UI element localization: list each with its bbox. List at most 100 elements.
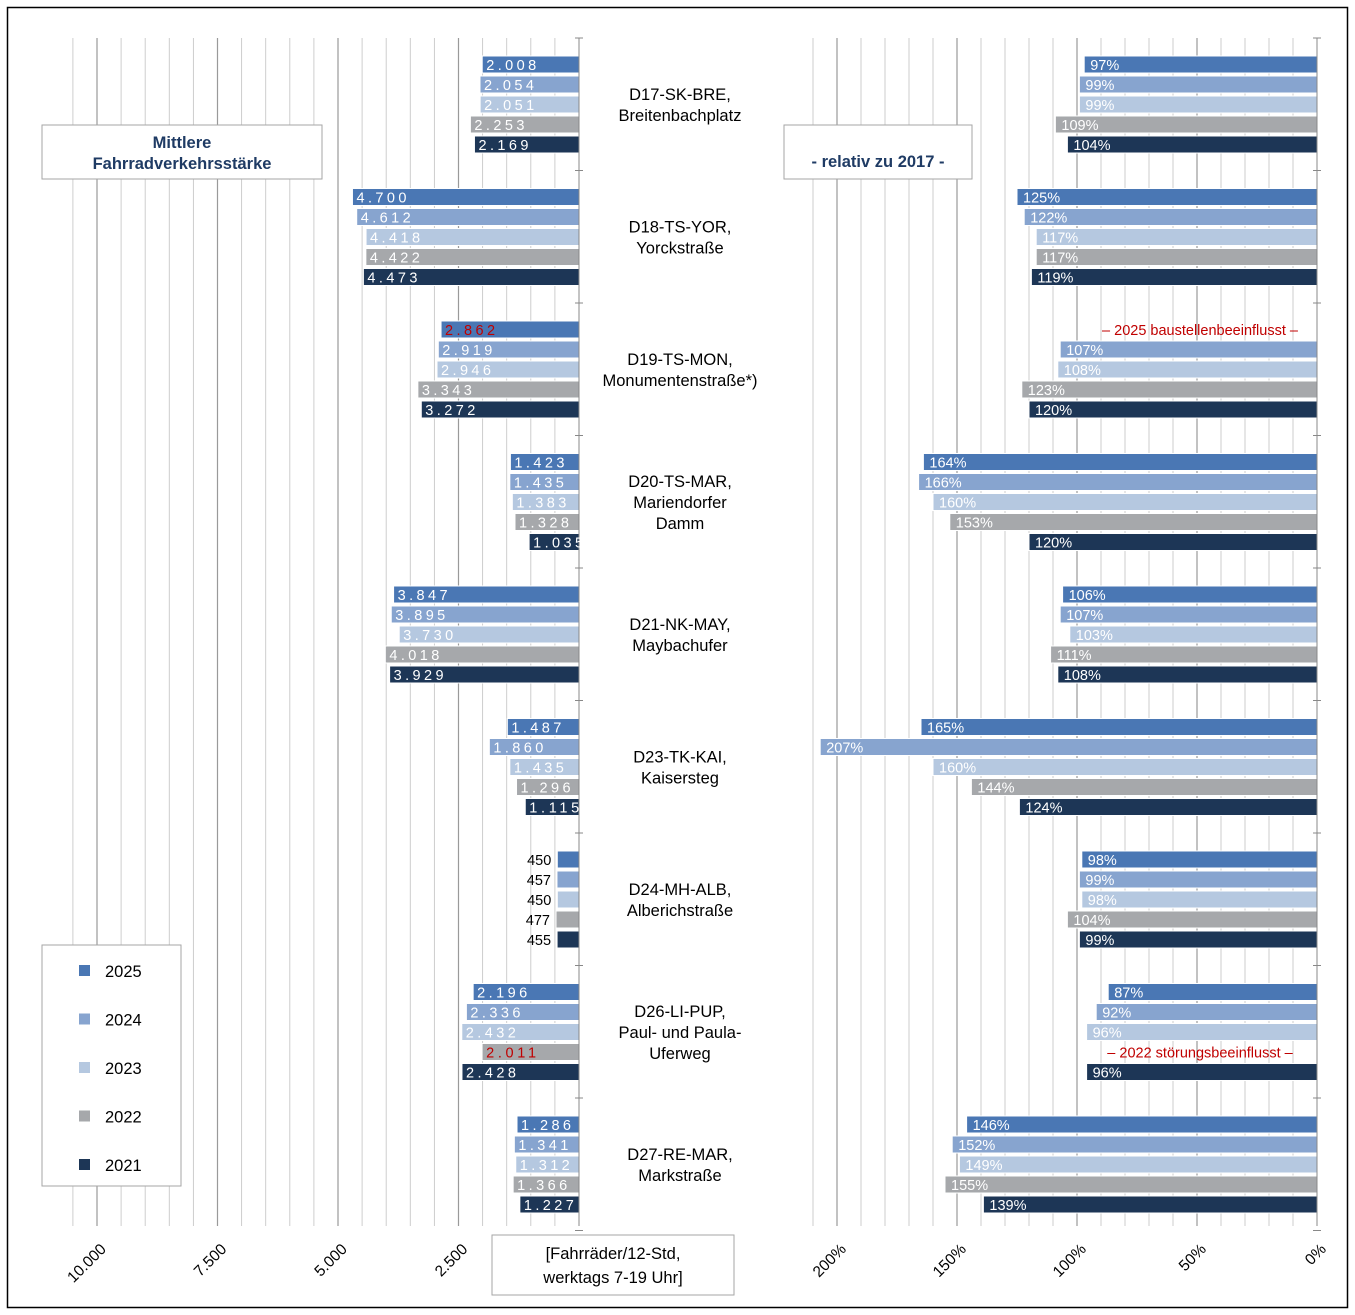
count-label: 2.054 [484, 78, 534, 94]
category-label: D21-NK-MAY, [629, 616, 730, 634]
left-tick-label: 7.500 [191, 1241, 231, 1281]
count-label: 2.432 [466, 1026, 516, 1042]
count-bar [365, 228, 580, 246]
count-label: 2.008 [486, 58, 536, 74]
percent-bar [1081, 850, 1318, 869]
legend-label: 2022 [105, 1109, 142, 1127]
category-label: D18-TS-YOR, [629, 219, 732, 237]
legend-label: 2025 [105, 963, 142, 981]
category-label: D24-MH-ALB, [629, 881, 732, 899]
unit-label-box [491, 1234, 735, 1296]
count-label: 4.422 [370, 251, 420, 267]
count-bar [556, 930, 580, 949]
left-tick-label: 10.000 [64, 1241, 110, 1287]
count-bar [555, 910, 580, 929]
percent-label: 104% [1073, 913, 1110, 929]
right-title: - relativ zu 2017 - [812, 153, 945, 171]
right-tick-label: 50% [1176, 1241, 1210, 1275]
percent-bar [922, 453, 1318, 471]
legend-label: 2021 [105, 1157, 142, 1175]
percent-bar [1018, 798, 1318, 816]
percent-label: 97% [1090, 58, 1119, 74]
count-label: 3.929 [394, 668, 444, 684]
percent-bar [1028, 400, 1318, 419]
unit-label-line: [Fahrräder/12-Std, [546, 1245, 681, 1263]
count-label: 3.895 [395, 608, 445, 624]
legend-box [41, 944, 182, 1187]
category-label: Alberichstraße [627, 902, 733, 920]
count-label: 2.011 [486, 1046, 536, 1062]
percent-label: 155% [951, 1178, 988, 1194]
percent-bar [918, 473, 1318, 491]
category-label: Markstraße [638, 1167, 721, 1185]
percent-bar [1078, 870, 1318, 889]
annotation-note: – 2022 störungsbeeinflusst – [1107, 1046, 1293, 1062]
percent-label: 125% [1023, 191, 1060, 207]
percent-label: 99% [1085, 933, 1114, 949]
percent-label: 144% [977, 781, 1014, 797]
count-label: 2.946 [441, 363, 491, 379]
percent-label: 149% [965, 1158, 1002, 1174]
percent-label: 139% [989, 1198, 1026, 1214]
category-label: D19-TS-MON, [627, 351, 732, 369]
percent-bar [958, 1155, 1318, 1174]
percent-bar [932, 758, 1318, 776]
count-label: 1.035 [533, 536, 583, 552]
percent-bar [1035, 228, 1318, 246]
count-label: 1.383 [516, 496, 566, 512]
box-layer: Mittlere Fahrradverkehrsstärke - relativ z… [6, 6, 1349, 1309]
percent-label: 120% [1035, 403, 1072, 419]
category-label: D27-RE-MAR, [627, 1146, 732, 1164]
percent-label: 92% [1102, 1006, 1131, 1022]
percent-label: 96% [1093, 1026, 1122, 1042]
percent-label: 96% [1093, 1066, 1122, 1082]
percent-bar [1021, 380, 1318, 399]
percent-bar [966, 1115, 1318, 1134]
right-tick-label: 0% [1302, 1241, 1330, 1269]
left-tick-label: 5.000 [311, 1241, 351, 1281]
category-label: D23-TK-KAI, [633, 749, 727, 767]
count-label: 2.253 [474, 118, 524, 134]
count-label: 4.018 [389, 648, 439, 664]
category-label: Maybachufer [632, 637, 728, 655]
right-tick-label: 200% [810, 1241, 850, 1281]
percent-label: 164% [929, 456, 966, 472]
percent-label: 207% [826, 741, 863, 757]
count-label: 1.227 [524, 1198, 574, 1214]
percent-label: 160% [939, 496, 976, 512]
percent-label: 160% [939, 761, 976, 777]
annotation-note: – 2025 baustellenbeeinflusst – [1102, 323, 1299, 339]
legend-swatch [79, 1013, 90, 1025]
count-bar [556, 850, 580, 869]
count-bar [440, 320, 580, 339]
percent-label: 108% [1064, 668, 1101, 684]
label-layer: D17-SK-BRE, Breitenbachplatz 2.008 2.054 2.0… [356, 58, 1298, 1214]
percent-label: 104% [1073, 138, 1110, 154]
count-label: 2.169 [478, 138, 528, 154]
percent-bar [1035, 248, 1318, 266]
count-bar [356, 208, 580, 226]
count-label: 1.296 [521, 781, 571, 797]
count-label: 1.860 [493, 741, 543, 757]
count-label: 1.487 [511, 721, 561, 737]
percent-label: 99% [1085, 78, 1114, 94]
count-label: 450 [527, 853, 551, 869]
category-label: D20-TS-MAR, [628, 473, 732, 491]
count-label: 2.051 [484, 98, 534, 114]
percent-label: 120% [1035, 536, 1072, 552]
percent-label: 98% [1088, 893, 1117, 909]
legend-label: 2023 [105, 1060, 142, 1078]
category-label: Paul- und Paula- [619, 1024, 742, 1042]
category-label: Breitenbachplatz [619, 107, 742, 125]
percent-label: 107% [1066, 608, 1103, 624]
percent-bar [1078, 95, 1318, 114]
bar-layer [351, 55, 1318, 1214]
count-label: 1.423 [514, 456, 564, 472]
percent-label: 107% [1066, 343, 1103, 359]
legend-swatch [79, 1159, 90, 1170]
count-bar [488, 738, 580, 756]
percent-bar [949, 513, 1318, 531]
percent-label: 111% [1057, 648, 1092, 664]
percent-bar [920, 718, 1318, 736]
